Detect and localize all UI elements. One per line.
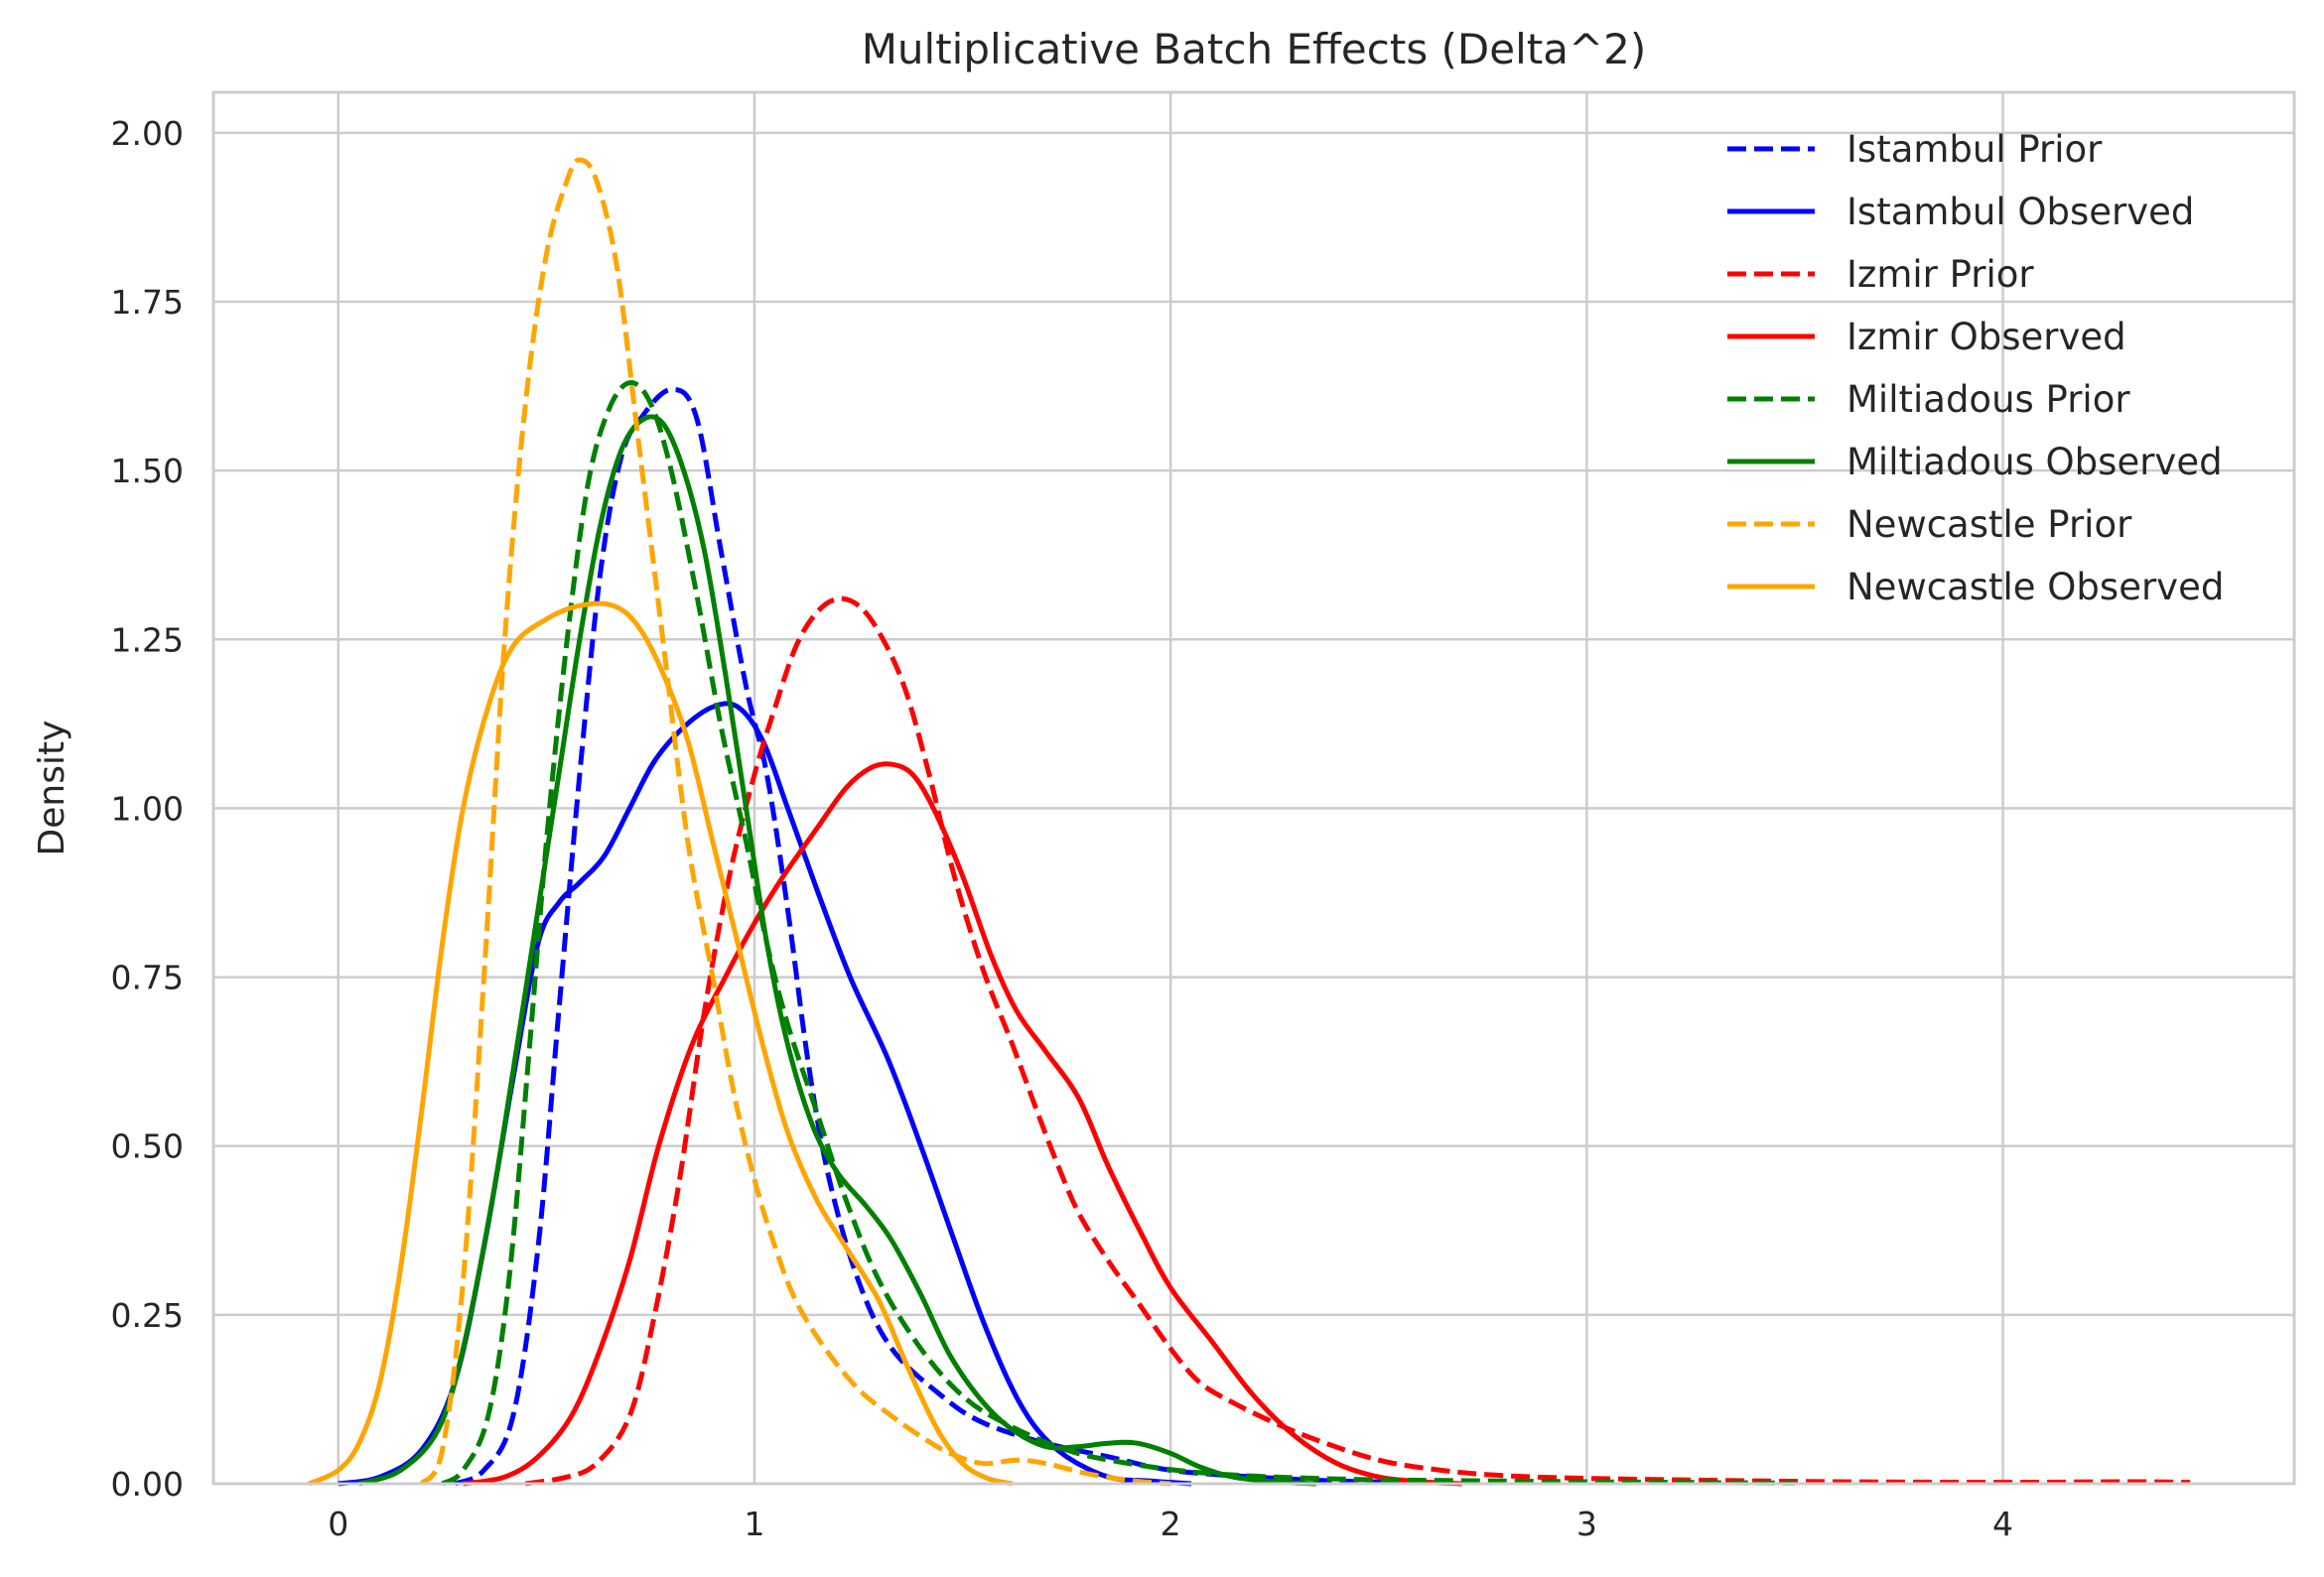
x-tick-label: 0 xyxy=(328,1505,348,1543)
y-tick-label: 1.25 xyxy=(111,620,184,659)
y-axis-label: Density xyxy=(32,721,72,856)
x-tick-label: 2 xyxy=(1161,1505,1181,1543)
y-tick-label: 0.25 xyxy=(111,1296,184,1335)
y-tick-label: 1.00 xyxy=(111,789,184,828)
y-tick-label: 0.75 xyxy=(111,959,184,997)
legend-label-newcastle-prior: Newcastle Prior xyxy=(1846,503,2132,546)
x-tick-label: 3 xyxy=(1576,1505,1597,1543)
legend-label-istambul-prior: Istambul Prior xyxy=(1846,128,2103,171)
y-tick-label: 1.75 xyxy=(111,283,184,322)
miltiadous-prior-line xyxy=(441,380,1796,1487)
newcastle-observed-line xyxy=(308,600,1014,1487)
legend-label-izmir-observed: Izmir Observed xyxy=(1846,316,2126,358)
y-tick-label: 0.50 xyxy=(111,1127,184,1166)
legend: Istambul Prior Istambul Observed Izmir Pri… xyxy=(1727,128,2224,608)
legend-label-newcastle-observed: Newcastle Observed xyxy=(1846,566,2224,608)
legend-label-miltiadous-observed: Miltiadous Observed xyxy=(1846,441,2223,483)
legend-label-izmir-prior: Izmir Prior xyxy=(1846,253,2034,296)
izmir-observed-line xyxy=(463,761,1462,1487)
y-tick-label: 1.50 xyxy=(111,452,184,490)
x-tick-label: 4 xyxy=(1992,1505,2013,1543)
x-tick-labels: 0 1 2 3 4 xyxy=(328,1505,2013,1543)
y-tick-labels: 0.00 0.25 0.50 0.75 1.00 1.25 1.50 1.75 2.00 xyxy=(111,114,184,1504)
series-lines xyxy=(308,157,2191,1487)
miltiadous-observed-line xyxy=(357,414,1317,1487)
newcastle-prior-line xyxy=(419,157,1171,1487)
plot-frame xyxy=(211,90,2296,1486)
y-tick-label: 2.00 xyxy=(111,114,184,153)
legend-label-miltiadous-prior: Miltiadous Prior xyxy=(1846,378,2130,421)
y-tick-label: 0.00 xyxy=(111,1465,184,1504)
chart-title: Multiplicative Batch Effects (Delta^2) xyxy=(862,25,1647,73)
legend-label-istambul-observed: Istambul Observed xyxy=(1846,191,2194,233)
x-tick-label: 1 xyxy=(744,1505,764,1543)
